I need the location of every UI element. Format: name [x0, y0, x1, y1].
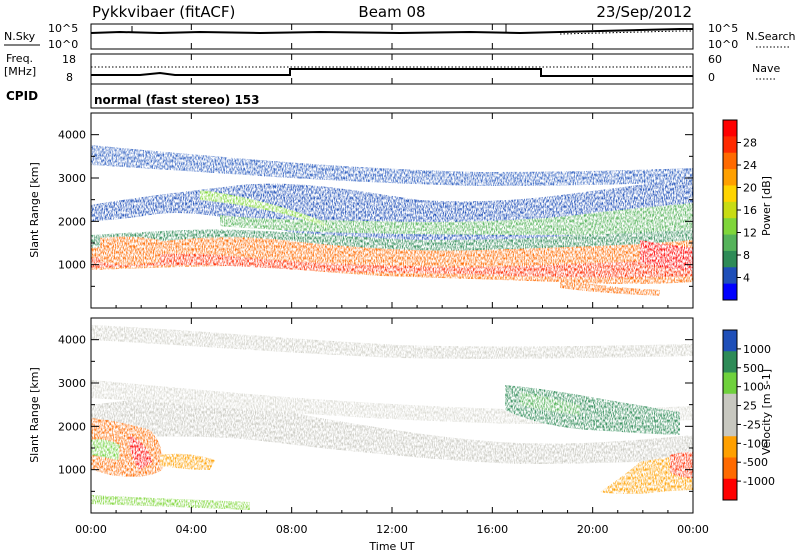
freq-right-tick-bottom: 0	[708, 71, 715, 84]
freq-right-tick-top: 60	[708, 53, 722, 66]
velocity-colorbar-swatch	[723, 436, 737, 458]
velocity-colorbar-swatch	[723, 457, 737, 480]
xtick-label: 20:00	[577, 523, 609, 536]
freq-label-line2: [MHz]	[4, 65, 36, 78]
power-ylabel: Slant Range [km]	[28, 162, 41, 258]
power-colorbar-swatch	[723, 250, 737, 268]
freq-left-tick-top: 18	[62, 53, 76, 66]
xtick-label: 16:00	[476, 523, 508, 536]
nave-label: Nave	[752, 62, 780, 75]
power-ytick-label: 1000	[58, 259, 86, 272]
power-colorbar: 4 8 12 16 20 24 28	[722, 119, 757, 301]
velocity-colorbar-swatch	[723, 372, 737, 395]
velocity-colorbar-tick-label: 1000	[743, 343, 771, 356]
power-colorbar-swatch	[723, 152, 737, 170]
xtick-label: 00:00	[677, 523, 709, 536]
power-colorbar-swatch	[723, 120, 737, 137]
date-title: 23/Sep/2012	[596, 3, 692, 21]
freq-label-line1: Freq.	[6, 52, 33, 65]
power-colorbar-swatch	[723, 234, 737, 252]
noise-right-label: N.Search	[746, 30, 796, 43]
power-colorbar-swatch	[723, 136, 737, 154]
freq-line	[91, 68, 693, 77]
velocity-colorbar-tick-label: -500	[743, 456, 768, 469]
velocity-y-axis: 1000 2000 3000 4000	[58, 334, 693, 492]
velocity-colorbar: 1000 500 100 25 -25 -100 -500 -1000	[722, 329, 775, 501]
velocity-ytick-label: 4000	[58, 334, 86, 347]
power-y-axis: 1000 2000 3000 4000	[58, 129, 693, 287]
noise-left-label: N.Sky	[4, 30, 36, 43]
velocity-colorbar-tick-label: 25	[743, 400, 757, 413]
freq-left-tick-bottom: 8	[66, 71, 73, 84]
power-ytick-label: 2000	[58, 215, 86, 228]
cpid-mode: normal (fast stereo) 153	[94, 93, 260, 107]
xtick-label: 12:00	[376, 523, 408, 536]
power-colorbar-tick-label: 4	[743, 272, 750, 285]
power-colorbar-tick-label: 8	[743, 249, 750, 262]
power-colorbar-tick-label: 28	[743, 137, 757, 150]
time-xlabel: Time UT	[368, 540, 414, 553]
time-x-axis: 00:00 04:00 08:00 12:00 16:00 20:00 00:00	[75, 24, 709, 536]
velocity-colorbar-swatch	[723, 393, 737, 416]
velocity-colorbar-swatch	[723, 330, 737, 352]
power-ytick-label: 3000	[58, 172, 86, 185]
velocity-ytick-label: 1000	[58, 464, 86, 477]
power-colorbar-swatch	[723, 218, 737, 236]
noise-right-tick-top: 10^5	[708, 22, 738, 35]
power-ytick-label: 4000	[58, 129, 86, 142]
power-scatter	[91, 145, 693, 296]
power-colorbar-swatch	[723, 267, 737, 285]
cpid-label: CPID	[6, 89, 38, 103]
noise-left-tick-top: 10^5	[48, 22, 78, 35]
xtick-label: 00:00	[75, 523, 107, 536]
velocity-colorbar-frame	[722, 329, 738, 501]
power-colorbar-swatch	[723, 169, 737, 186]
power-colorbar-swatch	[723, 201, 737, 219]
power-colorbar-label: Power [dB]	[760, 176, 773, 236]
velocity-colorbar-tick-label: -1000	[743, 475, 775, 488]
noise-right-tick-bottom: 10^0	[708, 38, 738, 51]
velocity-colorbar-swatch	[723, 415, 737, 437]
velocity-colorbar-tick-label: -100	[743, 437, 768, 450]
velocity-colorbar-label: Velocity [m s-1]	[760, 369, 773, 455]
power-colorbar-tick-label: 20	[743, 182, 757, 195]
velocity-colorbar-tick-label: 100	[743, 381, 764, 394]
velocity-ylabel: Slant Range [km]	[28, 367, 41, 463]
noise-left-tick-bottom: 10^0	[48, 38, 78, 51]
velocity-ytick-label: 3000	[58, 377, 86, 390]
velocity-colorbar-tick-label: -25	[743, 418, 761, 431]
power-colorbar-tick-label: 16	[743, 204, 757, 217]
velocity-colorbar-swatch	[723, 478, 737, 501]
velocity-colorbar-tick-label: 500	[743, 362, 764, 375]
radar-title: Pykkvibaer (fitACF)	[92, 3, 235, 21]
power-colorbar-swatch	[723, 185, 737, 203]
beam-title: Beam 08	[358, 3, 425, 21]
xtick-label: 08:00	[276, 523, 308, 536]
velocity-colorbar-swatch	[723, 351, 737, 373]
noise-sky-line	[90, 28, 693, 35]
velocity-scatter	[91, 325, 693, 510]
xtick-label: 04:00	[175, 523, 207, 536]
power-colorbar-tick-label: 24	[743, 159, 757, 172]
power-colorbar-swatch	[723, 283, 737, 301]
power-colorbar-tick-label: 12	[743, 227, 757, 240]
velocity-ytick-label: 2000	[58, 420, 86, 433]
